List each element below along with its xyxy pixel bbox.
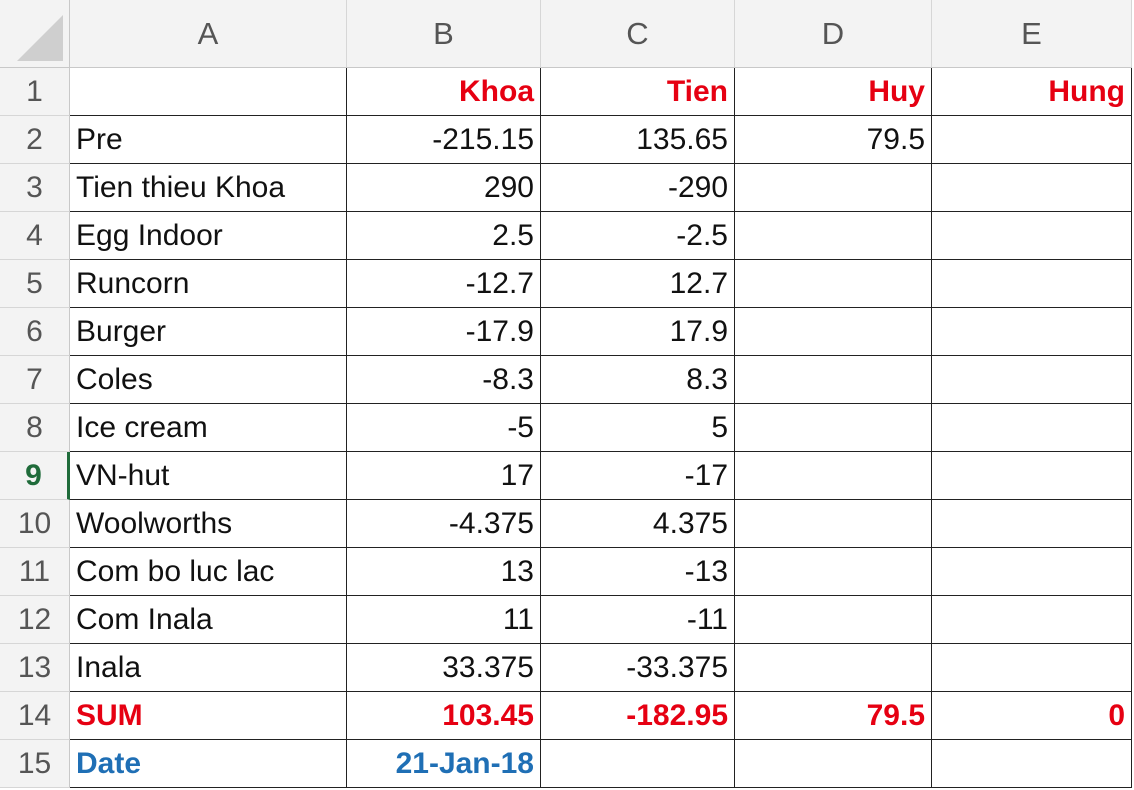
cell-d8[interactable] (735, 404, 932, 452)
row-header-13[interactable]: 13 (0, 644, 70, 692)
cell-e7[interactable] (932, 356, 1132, 404)
cell-d4[interactable] (735, 212, 932, 260)
cell-e15[interactable] (932, 740, 1132, 788)
cell-e6[interactable] (932, 308, 1132, 356)
cell-d13[interactable] (735, 644, 932, 692)
cell-a1[interactable] (70, 68, 347, 116)
select-all-corner[interactable] (0, 0, 70, 68)
cell-a13[interactable]: Inala (70, 644, 347, 692)
row-header-14[interactable]: 14 (0, 692, 70, 740)
cell-a11[interactable]: Com bo luc lac (70, 548, 347, 596)
row-header-9[interactable]: 9 (0, 452, 70, 500)
column-header-c[interactable]: C (541, 0, 735, 68)
cell-e11[interactable] (932, 548, 1132, 596)
cell-b4[interactable]: 2.5 (347, 212, 541, 260)
cell-d11[interactable] (735, 548, 932, 596)
cell-b10[interactable]: -4.375 (347, 500, 541, 548)
cell-d15[interactable] (735, 740, 932, 788)
cell-b15[interactable]: 21-Jan-18 (347, 740, 541, 788)
column-header-b[interactable]: B (347, 0, 541, 68)
cell-d12[interactable] (735, 596, 932, 644)
cell-c15[interactable] (541, 740, 735, 788)
cell-e2[interactable] (932, 116, 1132, 164)
cell-c12[interactable]: -11 (541, 596, 735, 644)
row-header-4[interactable]: 4 (0, 212, 70, 260)
cell-e8[interactable] (932, 404, 1132, 452)
cell-b9[interactable]: 17 (347, 452, 541, 500)
cell-b13[interactable]: 33.375 (347, 644, 541, 692)
cell-b8[interactable]: -5 (347, 404, 541, 452)
select-all-triangle-icon (17, 15, 63, 61)
cell-d3[interactable] (735, 164, 932, 212)
row-header-6[interactable]: 6 (0, 308, 70, 356)
column-header-a[interactable]: A (70, 0, 347, 68)
cell-c9[interactable]: -17 (541, 452, 735, 500)
cell-b14[interactable]: 103.45 (347, 692, 541, 740)
column-header-d[interactable]: D (735, 0, 932, 68)
cell-e13[interactable] (932, 644, 1132, 692)
cell-e10[interactable] (932, 500, 1132, 548)
cell-b2[interactable]: -215.15 (347, 116, 541, 164)
row-header-3[interactable]: 3 (0, 164, 70, 212)
cell-a14[interactable]: SUM (70, 692, 347, 740)
cell-b5[interactable]: -12.7 (347, 260, 541, 308)
cell-a15[interactable]: Date (70, 740, 347, 788)
cell-a5[interactable]: Runcorn (70, 260, 347, 308)
cell-c7[interactable]: 8.3 (541, 356, 735, 404)
cell-c13[interactable]: -33.375 (541, 644, 735, 692)
cell-c5[interactable]: 12.7 (541, 260, 735, 308)
cell-a2[interactable]: Pre (70, 116, 347, 164)
cell-c6[interactable]: 17.9 (541, 308, 735, 356)
cell-d6[interactable] (735, 308, 932, 356)
cell-d5[interactable] (735, 260, 932, 308)
cell-b12[interactable]: 11 (347, 596, 541, 644)
cell-a9[interactable]: VN-hut (70, 452, 347, 500)
row-header-7[interactable]: 7 (0, 356, 70, 404)
cell-c14[interactable]: -182.95 (541, 692, 735, 740)
cell-d14[interactable]: 79.5 (735, 692, 932, 740)
cell-d1[interactable]: Huy (735, 68, 932, 116)
row-header-15[interactable]: 15 (0, 740, 70, 788)
cell-d7[interactable] (735, 356, 932, 404)
cell-d2[interactable]: 79.5 (735, 116, 932, 164)
cell-a10[interactable]: Woolworths (70, 500, 347, 548)
cell-b1[interactable]: Khoa (347, 68, 541, 116)
cell-a8[interactable]: Ice cream (70, 404, 347, 452)
row-header-1[interactable]: 1 (0, 68, 70, 116)
row-header-11[interactable]: 11 (0, 548, 70, 596)
cell-e5[interactable] (932, 260, 1132, 308)
cell-e4[interactable] (932, 212, 1132, 260)
cell-d10[interactable] (735, 500, 932, 548)
cell-e1[interactable]: Hung (932, 68, 1132, 116)
cell-c3[interactable]: -290 (541, 164, 735, 212)
cell-c11[interactable]: -13 (541, 548, 735, 596)
cell-c8[interactable]: 5 (541, 404, 735, 452)
cell-a3[interactable]: Tien thieu Khoa (70, 164, 347, 212)
cell-e9[interactable] (932, 452, 1132, 500)
column-header-e[interactable]: E (932, 0, 1132, 68)
row-header-5[interactable]: 5 (0, 260, 70, 308)
cell-e14[interactable]: 0 (932, 692, 1132, 740)
cell-b6[interactable]: -17.9 (347, 308, 541, 356)
cell-c10[interactable]: 4.375 (541, 500, 735, 548)
cell-b3[interactable]: 290 (347, 164, 541, 212)
cell-b7[interactable]: -8.3 (347, 356, 541, 404)
cell-d9[interactable] (735, 452, 932, 500)
cell-a12[interactable]: Com Inala (70, 596, 347, 644)
cell-e3[interactable] (932, 164, 1132, 212)
cell-a6[interactable]: Burger (70, 308, 347, 356)
cell-e12[interactable] (932, 596, 1132, 644)
row-header-2[interactable]: 2 (0, 116, 70, 164)
cell-b11[interactable]: 13 (347, 548, 541, 596)
cell-a7[interactable]: Coles (70, 356, 347, 404)
cell-c1[interactable]: Tien (541, 68, 735, 116)
cell-c4[interactable]: -2.5 (541, 212, 735, 260)
row-header-8[interactable]: 8 (0, 404, 70, 452)
cell-c2[interactable]: 135.65 (541, 116, 735, 164)
cell-a4[interactable]: Egg Indoor (70, 212, 347, 260)
row-header-10[interactable]: 10 (0, 500, 70, 548)
row-header-12[interactable]: 12 (0, 596, 70, 644)
